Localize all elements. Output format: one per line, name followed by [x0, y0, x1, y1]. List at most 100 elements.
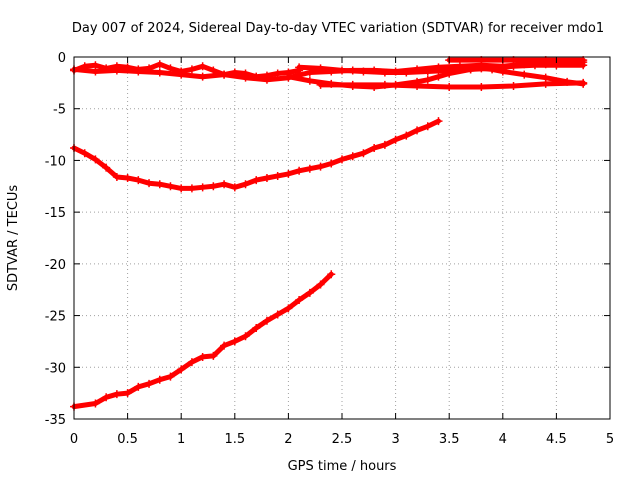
data-point — [413, 81, 422, 90]
series-arc-5 — [316, 78, 588, 91]
data-point — [123, 174, 132, 183]
data-point — [338, 66, 346, 75]
data-point — [230, 337, 239, 346]
data-point — [241, 73, 250, 82]
y-tick-label: -10 — [45, 154, 66, 169]
data-point — [273, 171, 282, 180]
data-point — [252, 176, 261, 185]
data-point — [348, 152, 357, 161]
data-point — [209, 66, 218, 75]
data-point — [423, 122, 432, 131]
x-tick-label: 0 — [70, 432, 78, 447]
data-point — [477, 64, 486, 73]
data-point — [295, 296, 304, 305]
x-tick-label: 5 — [606, 432, 614, 447]
x-tick-label: 1 — [177, 432, 185, 447]
data-point — [252, 323, 261, 332]
data-point — [123, 389, 132, 398]
x-tick-label: 3.5 — [439, 432, 460, 447]
data-point — [402, 68, 411, 77]
y-tick-label: -15 — [45, 206, 66, 221]
data-point — [498, 67, 507, 76]
data-point — [423, 75, 432, 84]
data-point — [220, 180, 229, 189]
data-point — [273, 69, 282, 78]
data-point — [155, 60, 164, 69]
data-point — [112, 172, 121, 181]
data-point — [177, 184, 186, 193]
data-point — [359, 67, 368, 76]
y-tick-label: -30 — [45, 361, 66, 376]
data-point — [198, 62, 207, 71]
y-tick-label: -25 — [45, 310, 66, 325]
data-point — [155, 180, 164, 189]
data-point — [402, 131, 411, 140]
data-point — [477, 82, 486, 91]
data-point — [380, 140, 389, 149]
data-point — [145, 179, 154, 188]
data-point — [262, 316, 271, 325]
data-point — [102, 163, 111, 172]
data-point — [241, 180, 250, 189]
series-arc-8 — [70, 270, 336, 411]
x-tick-label: 4 — [499, 432, 507, 447]
data-point — [155, 68, 164, 77]
data-point — [413, 126, 422, 135]
data-point — [198, 352, 207, 361]
data-point — [187, 358, 196, 367]
data-point — [284, 304, 293, 313]
x-tick-label: 0.5 — [117, 432, 138, 447]
data-series — [70, 56, 588, 411]
data-point — [209, 182, 218, 191]
series-line — [71, 61, 302, 80]
data-point — [338, 155, 346, 164]
data-point — [380, 80, 389, 89]
data-point — [509, 81, 518, 90]
data-point — [284, 169, 293, 178]
data-point — [112, 66, 121, 75]
data-point — [91, 67, 100, 76]
data-point — [316, 162, 325, 171]
data-point — [316, 280, 325, 289]
data-point — [177, 365, 186, 374]
data-point — [359, 149, 368, 158]
data-point — [541, 79, 550, 88]
x-tick-label: 2.5 — [332, 432, 353, 447]
y-tick-label: -20 — [45, 258, 66, 273]
axis-ticks: 0 0.5 1 1.5 2 2.5 3 3.5 4 4.5 5 0 -5 -10 -15 -20 -25 -30 -… — [45, 51, 614, 447]
data-point — [579, 78, 588, 87]
data-point — [187, 65, 196, 74]
x-tick-label: 3 — [391, 432, 399, 447]
chart-title: Day 007 of 2024, Sidereal Day-to-day VTE… — [72, 21, 604, 36]
x-tick-label: 1.5 — [224, 432, 245, 447]
data-point — [520, 70, 529, 79]
data-point — [220, 70, 229, 79]
data-point — [348, 80, 357, 89]
y-tick-label: -35 — [45, 413, 66, 428]
y-tick-label: 0 — [58, 51, 66, 66]
series-arc-6 — [445, 56, 588, 65]
data-point — [91, 399, 100, 408]
data-point — [434, 72, 443, 81]
data-point — [198, 183, 207, 192]
data-point — [112, 390, 121, 399]
data-point — [327, 159, 336, 168]
data-point — [102, 393, 111, 402]
data-point — [423, 67, 432, 76]
x-axis-label: GPS time / hours — [288, 459, 397, 474]
data-point — [391, 135, 400, 144]
data-point — [145, 379, 154, 388]
data-point — [198, 72, 207, 81]
data-point — [445, 82, 454, 91]
data-point — [262, 75, 271, 84]
x-tick-label: 4.5 — [546, 432, 567, 447]
data-point — [370, 144, 379, 153]
data-point — [273, 310, 282, 319]
data-point — [209, 351, 218, 360]
data-point — [295, 166, 304, 175]
data-point — [434, 117, 443, 126]
grid-lines — [74, 57, 610, 419]
y-tick-label: -5 — [53, 103, 66, 118]
data-point — [134, 176, 143, 185]
